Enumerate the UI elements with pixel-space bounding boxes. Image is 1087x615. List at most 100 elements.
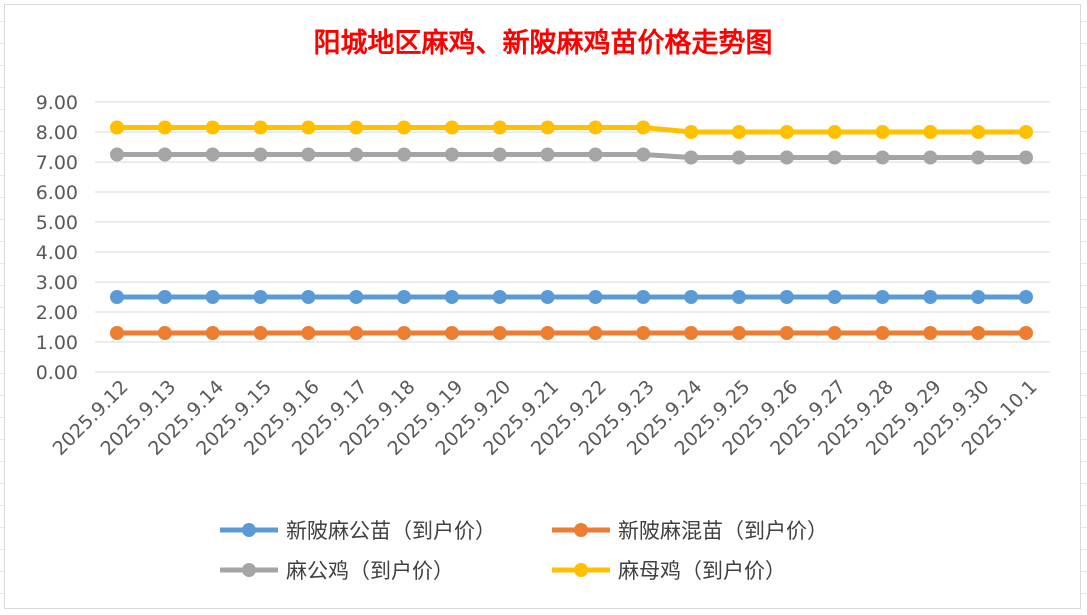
data-point xyxy=(253,147,268,162)
data-point xyxy=(684,326,699,340)
gridlines xyxy=(95,101,1050,373)
data-point xyxy=(540,147,555,162)
data-point xyxy=(923,150,938,165)
data-point xyxy=(157,120,172,135)
legend-entry: 新陂麻混苗（到户价） xyxy=(552,519,828,543)
data-point xyxy=(253,290,268,304)
series xyxy=(110,147,1033,165)
y-tick-label: 0.00 xyxy=(36,362,78,384)
data-point xyxy=(588,326,603,340)
x-axis-tick-labels: 2025.9.122025.9.132025.9.142025.9.152025… xyxy=(49,376,1042,460)
data-point xyxy=(349,147,364,162)
data-point xyxy=(636,326,651,340)
legend-entry: 新陂麻公苗（到户价） xyxy=(220,519,496,543)
y-tick-label: 2.00 xyxy=(36,302,78,324)
series xyxy=(110,290,1033,304)
y-tick-label: 3.00 xyxy=(36,272,78,294)
data-point xyxy=(110,147,124,162)
data-point xyxy=(1019,326,1033,340)
data-point xyxy=(636,147,651,162)
data-point xyxy=(492,147,507,162)
data-point xyxy=(971,326,986,340)
data-point xyxy=(397,147,412,162)
data-point xyxy=(157,290,172,304)
series-line xyxy=(117,152,1026,160)
legend: 新陂麻公苗（到户价） 新陂麻混苗（到户价） 麻公鸡（到户价） 麻母鸡（到户价） xyxy=(220,519,828,583)
data-point xyxy=(827,326,842,340)
data-point xyxy=(779,326,794,340)
legend-marker xyxy=(574,563,588,577)
data-point xyxy=(540,326,555,340)
y-axis-tick-labels: 0.00 1.00 2.00 3.00 4.00 5.00 6.00 7.00 8.00 9.00 xyxy=(36,92,78,384)
data-point xyxy=(971,150,986,165)
legend-entry: 麻公鸡（到户价） xyxy=(220,559,454,583)
data-point xyxy=(110,326,124,340)
data-point xyxy=(1019,290,1033,304)
data-point xyxy=(875,125,890,139)
data-point xyxy=(779,290,794,304)
data-point xyxy=(301,290,316,304)
data-point xyxy=(779,125,794,139)
data-point xyxy=(492,290,507,304)
data-point xyxy=(157,147,172,162)
data-point xyxy=(923,290,938,304)
data-point xyxy=(731,125,746,139)
data-point xyxy=(923,326,938,340)
data-point xyxy=(205,120,220,135)
data-point xyxy=(588,120,603,135)
chart-area[interactable] xyxy=(4,4,1081,609)
legend-label: 新陂麻公苗（到户价） xyxy=(286,519,496,543)
chart-title: 阳城地区麻鸡、新陂麻鸡苗价格走势图 xyxy=(314,27,773,59)
data-point xyxy=(205,290,220,304)
data-point xyxy=(253,120,268,135)
legend-marker xyxy=(242,523,256,537)
data-point xyxy=(684,290,699,304)
data-point xyxy=(205,326,220,340)
data-point xyxy=(1019,125,1033,139)
data-point xyxy=(301,147,316,162)
data-point xyxy=(444,290,459,304)
legend-marker xyxy=(242,563,256,577)
data-point xyxy=(540,120,555,135)
data-point xyxy=(827,125,842,139)
data-point xyxy=(731,326,746,340)
legend-label: 新陂麻混苗（到户价） xyxy=(618,519,828,543)
series-line xyxy=(117,125,1026,135)
data-point xyxy=(444,326,459,340)
data-point xyxy=(731,290,746,304)
data-point xyxy=(492,326,507,340)
legend-marker xyxy=(574,523,588,537)
data-point xyxy=(875,290,890,304)
data-point xyxy=(731,150,746,165)
y-tick-label: 5.00 xyxy=(36,212,78,234)
legend-entry: 麻母鸡（到户价） xyxy=(552,559,786,583)
data-point xyxy=(588,147,603,162)
data-point xyxy=(349,326,364,340)
data-point xyxy=(875,326,890,340)
data-point xyxy=(923,125,938,139)
legend-label: 麻公鸡（到户价） xyxy=(286,559,454,583)
y-tick-label: 1.00 xyxy=(36,332,78,354)
data-point xyxy=(444,147,459,162)
y-tick-label: 8.00 xyxy=(36,122,78,144)
data-point xyxy=(444,120,459,135)
data-point xyxy=(301,326,316,340)
series xyxy=(110,120,1033,139)
data-point xyxy=(301,120,316,135)
data-point xyxy=(684,125,699,139)
data-point xyxy=(397,326,412,340)
y-tick-label: 9.00 xyxy=(36,92,78,114)
data-point xyxy=(971,290,986,304)
data-point xyxy=(349,120,364,135)
data-point xyxy=(1019,150,1033,165)
y-tick-label: 7.00 xyxy=(36,152,78,174)
data-point xyxy=(110,120,124,135)
data-point xyxy=(397,120,412,135)
data-point xyxy=(971,125,986,139)
y-tick-label: 6.00 xyxy=(36,182,78,204)
series-lines xyxy=(110,120,1033,340)
y-tick-label: 4.00 xyxy=(36,242,78,264)
data-point xyxy=(205,147,220,162)
data-point xyxy=(684,150,699,165)
